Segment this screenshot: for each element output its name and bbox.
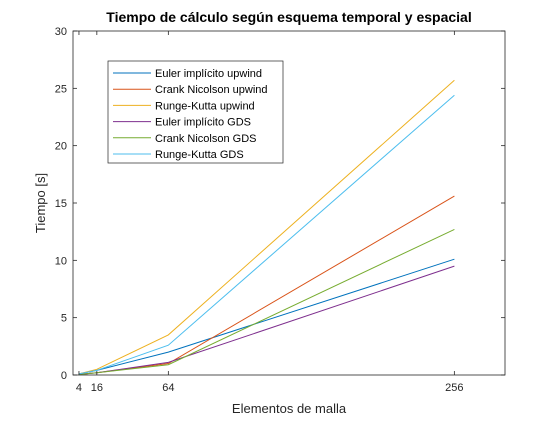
x-tick-label: 4 xyxy=(76,382,82,394)
y-tick-label: 25 xyxy=(55,83,67,95)
x-axis-label: Elementos de malla xyxy=(232,401,347,416)
y-tick-label: 5 xyxy=(61,313,67,325)
legend-box xyxy=(107,60,284,164)
x-tick-label: 16 xyxy=(91,382,103,394)
series-layer xyxy=(78,79,455,375)
series-line-6 xyxy=(78,94,455,375)
legend-label-3: Runge-Kutta upwind xyxy=(155,100,255,112)
legend-label-1: Euler implícito upwind xyxy=(155,68,262,80)
legend-label-2: Crank Nicolson upwind xyxy=(155,84,268,96)
ticks-layer: 4 16 64 256 0 5 10 15 20 25 30 xyxy=(55,26,505,394)
x-tick-label: 256 xyxy=(445,382,463,394)
y-tick-label: 30 xyxy=(55,26,67,38)
chart-title: Tiempo de cálculo según esquema temporal… xyxy=(106,9,471,25)
series-line-5 xyxy=(78,228,455,375)
y-tick-label: 20 xyxy=(55,141,67,153)
y-tick-label: 10 xyxy=(55,255,67,267)
y-tick-label: 15 xyxy=(55,198,67,210)
y-tick-label: 0 xyxy=(61,370,67,382)
y-axis-label: Tiempo [s] xyxy=(33,173,48,233)
x-tick-label: 64 xyxy=(162,382,174,394)
series-line-3 xyxy=(78,79,455,375)
legend-label-4: Euler implícito GDS xyxy=(155,117,251,129)
legend: Euler implícito upwind Crank Nicolson upw… xyxy=(107,60,284,164)
legend-label-5: Crank Nicolson GDS xyxy=(155,133,256,145)
legend-label-6: Runge-Kutta GDS xyxy=(155,149,244,161)
